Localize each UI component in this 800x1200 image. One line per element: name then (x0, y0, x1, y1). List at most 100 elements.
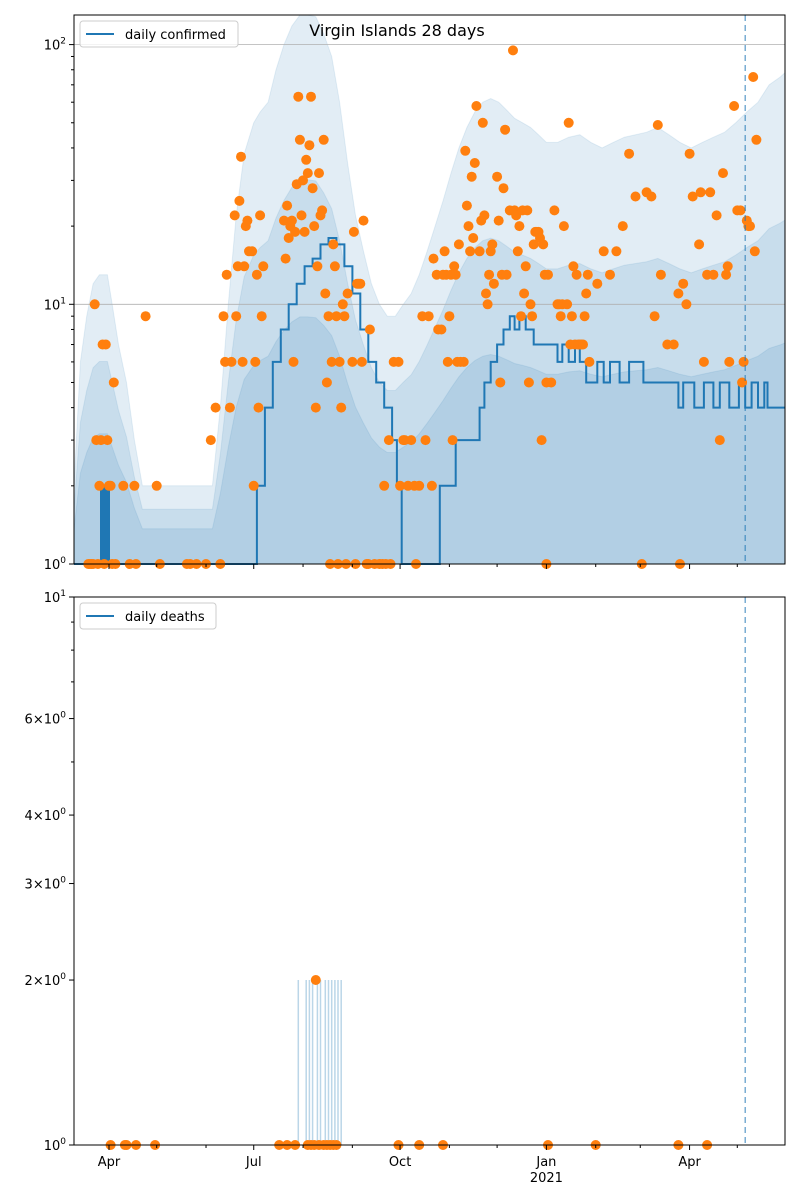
data-point (310, 402, 321, 413)
deaths-axes-frame (73, 596, 786, 1146)
data-point (538, 239, 549, 250)
data-point (495, 377, 506, 388)
data-point (477, 117, 488, 128)
data-point (334, 356, 345, 367)
data-point (578, 339, 588, 350)
data-point (501, 269, 512, 280)
data-point (568, 261, 579, 272)
data-point (646, 191, 657, 202)
data-point (447, 435, 458, 446)
data-point (449, 261, 460, 272)
data-point (563, 117, 574, 128)
data-point (307, 183, 318, 194)
data-point (652, 120, 663, 130)
data-point (318, 134, 329, 145)
data-point (492, 171, 503, 182)
data-point (724, 356, 735, 367)
data-point (108, 377, 119, 388)
data-point (549, 205, 560, 216)
data-point (356, 356, 367, 367)
data-point (655, 269, 666, 280)
data-point (426, 480, 437, 491)
confirmed-line-series (74, 237, 785, 565)
data-point (630, 191, 641, 202)
data-point (348, 226, 359, 237)
data-point (678, 278, 689, 289)
data-point (253, 402, 264, 413)
data-point (342, 288, 353, 299)
data-point (605, 269, 615, 280)
data-point (218, 311, 229, 322)
data-point (484, 269, 495, 280)
data-point (248, 480, 259, 491)
data-point (298, 175, 308, 186)
data-point (94, 480, 105, 491)
data-point (751, 134, 762, 145)
data-point (290, 226, 301, 237)
data-point (729, 101, 740, 111)
data-point (393, 356, 404, 367)
x-tick-label: Oct (389, 1155, 411, 1170)
data-point (314, 168, 324, 179)
deaths-legend: daily deaths (79, 602, 217, 630)
data-point (714, 435, 725, 446)
data-point (592, 278, 603, 289)
data-point (471, 101, 482, 111)
data-point (151, 480, 162, 491)
data-point (749, 246, 760, 257)
data-point (687, 191, 698, 202)
data-point (611, 246, 622, 257)
data-point (536, 435, 547, 446)
data-point (461, 200, 472, 211)
confirmed-dot-series (83, 45, 762, 569)
data-point (237, 356, 248, 367)
data-point (508, 45, 518, 56)
data-point (364, 324, 375, 335)
confirmed-x-axis (108, 564, 738, 569)
x-tick-label: Apr (98, 1155, 121, 1170)
data-point (498, 183, 509, 194)
data-point (282, 200, 293, 211)
chart-title: Virgin Islands 28 days (309, 21, 484, 40)
data-point (320, 288, 331, 299)
data-point (465, 246, 476, 257)
data-point (336, 402, 347, 413)
data-point (525, 299, 536, 310)
data-point (326, 356, 337, 367)
data-point (562, 299, 573, 310)
data-point (624, 148, 635, 159)
data-point (234, 195, 245, 206)
data-point (718, 168, 728, 179)
x-year-label: 2021 (530, 1171, 563, 1186)
data-point (649, 311, 660, 322)
y-tick-label: 6×100 (25, 711, 67, 728)
data-point (722, 261, 733, 272)
data-point (140, 311, 151, 322)
data-point (745, 221, 755, 232)
data-point (306, 91, 316, 102)
data-point (442, 356, 453, 367)
data-point (516, 311, 526, 322)
data-point (479, 210, 490, 221)
series-line (74, 237, 785, 565)
data-point (395, 480, 406, 491)
data-point (684, 148, 695, 159)
data-point (711, 210, 722, 221)
data-point (436, 324, 447, 335)
data-point (100, 339, 111, 350)
data-point (558, 221, 569, 232)
data-point (668, 339, 679, 350)
data-point (681, 299, 692, 310)
data-point (487, 239, 498, 250)
data-point (312, 261, 323, 272)
data-point (520, 261, 531, 272)
data-point (296, 210, 307, 221)
data-point (420, 435, 431, 446)
data-point (347, 356, 358, 367)
data-point (469, 158, 480, 168)
data-point (514, 221, 525, 232)
data-point (738, 356, 749, 367)
